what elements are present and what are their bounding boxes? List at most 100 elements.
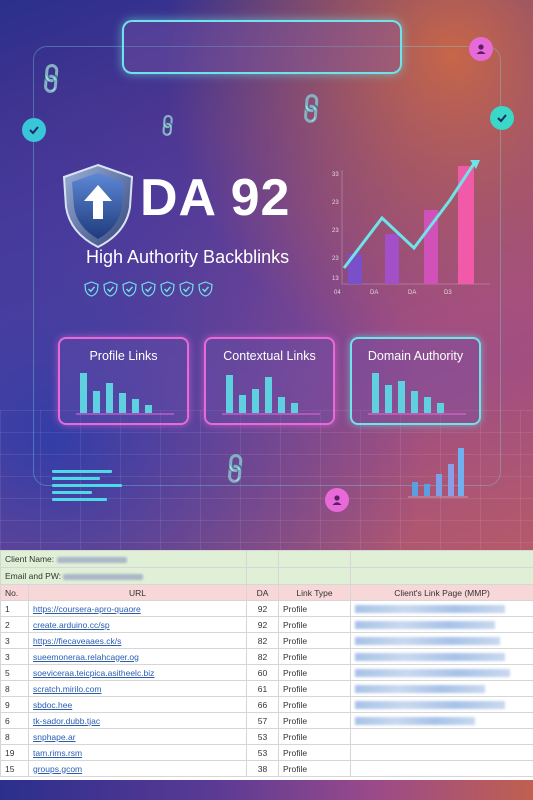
- table-row: 8 scratch.mirilo.com 61 Profile: [0, 680, 533, 697]
- table-header-row: No. URL DA Link Type Client's Link Page …: [0, 584, 533, 601]
- horizontal-bars-decoration: [52, 470, 122, 505]
- row-url[interactable]: create.arduino.cc/sp: [27, 616, 248, 633]
- card-title: Domain Authority: [367, 349, 464, 363]
- card-profile-links: Profile Links: [58, 337, 189, 425]
- redacted-link: [355, 653, 506, 662]
- row-number: 9: [0, 696, 29, 713]
- row-mmp: [350, 760, 533, 777]
- client-name-row: Client Name:: [0, 550, 533, 568]
- y-tick-label: 13: [332, 276, 339, 282]
- row-url[interactable]: scratch.mirilo.com: [27, 680, 248, 697]
- redacted-value: [63, 573, 144, 580]
- row-link-type: Profile: [278, 664, 352, 681]
- subtitle: High Authority Backblinks: [86, 247, 290, 267]
- y-tick-label: 33: [332, 172, 339, 178]
- redacted-link: [355, 621, 496, 630]
- row-da: 92: [246, 600, 280, 617]
- row-url[interactable]: tk-sador.dubb.tjac: [27, 712, 248, 729]
- top-banner-box: [122, 20, 402, 74]
- arrow-head-icon: [470, 160, 480, 169]
- row-mmp: [350, 600, 533, 617]
- row-mmp: [350, 616, 533, 633]
- redacted-link: [355, 605, 506, 614]
- row-link-type: Profile: [278, 760, 352, 777]
- row-mmp: [350, 664, 533, 681]
- redacted-link: [355, 685, 486, 694]
- table-row: 2 create.arduino.cc/sp 92 Profile: [0, 616, 533, 633]
- row-url[interactable]: soeviceraa.teicpica.asitheelc.biz: [27, 664, 248, 681]
- redacted-link: [355, 717, 476, 726]
- row-link-type: Profile: [278, 632, 352, 649]
- row-number: 3: [0, 648, 29, 665]
- row-mmp: [350, 744, 533, 761]
- col-header-mmp: Client's Link Page (MMP): [350, 584, 533, 601]
- card-bar-chart: [76, 373, 174, 415]
- row-url[interactable]: snphape.ar: [27, 728, 248, 745]
- row-mmp: [350, 696, 533, 713]
- row-url[interactable]: https://fiecaveaaes.ck/s: [27, 632, 248, 649]
- row-da: 82: [246, 648, 280, 665]
- row-da: 60: [246, 664, 280, 681]
- check-circle-icon: [490, 106, 514, 130]
- hero-banner: 🔗 🔗 🔗 🔗 DA 92 High Authority Backblinks …: [0, 0, 533, 550]
- x-tick-label: DA: [370, 290, 378, 296]
- row-url[interactable]: sbdoc.hee: [27, 696, 248, 713]
- row-number: 1: [0, 600, 29, 617]
- row-url[interactable]: https://coursera-apro-quaore: [27, 600, 248, 617]
- card-contextual-links: Contextual Links: [204, 337, 335, 425]
- row-url[interactable]: sueemoneraa.relahcager.og: [27, 648, 248, 665]
- col-header-no: No.: [0, 584, 29, 601]
- row-link-type: Profile: [278, 648, 352, 665]
- check-circle-icon: [22, 118, 46, 142]
- x-tick-label: DA: [408, 290, 416, 296]
- mini-bar-chart: [408, 448, 468, 498]
- row-link-type: Profile: [278, 696, 352, 713]
- row-number: 3: [0, 632, 29, 649]
- y-tick-label: 23: [332, 228, 339, 234]
- redacted-link: [355, 701, 506, 710]
- row-da: 57: [246, 712, 280, 729]
- row-url[interactable]: groups.gcom: [27, 760, 248, 777]
- y-tick-label: 23: [332, 200, 339, 206]
- row-url[interactable]: tam.rims.rsm: [27, 744, 248, 761]
- row-number: 15: [0, 760, 29, 777]
- row-link-type: Profile: [278, 680, 352, 697]
- table-row: 6 tk-sador.dubb.tjac 57 Profile: [0, 712, 533, 729]
- table-row: 9 sbdoc.hee 66 Profile: [0, 696, 533, 713]
- row-mmp: [350, 728, 533, 745]
- col-header-url: URL: [27, 584, 248, 601]
- check-shield-icon: [179, 281, 194, 297]
- row-da: 82: [246, 632, 280, 649]
- shield-icon: [62, 163, 134, 249]
- table-row: 19 tam.rims.rsm 53 Profile: [0, 744, 533, 761]
- col-header-da: DA: [246, 584, 280, 601]
- row-da: 53: [246, 744, 280, 761]
- table-row: 15 groups.gcom 38 Profile: [0, 760, 533, 777]
- row-link-type: Profile: [278, 616, 352, 633]
- row-da: 53: [246, 728, 280, 745]
- col-header-link-type: Link Type: [278, 584, 352, 601]
- check-shield-icon: [141, 281, 156, 297]
- row-da: 61: [246, 680, 280, 697]
- redacted-link: [355, 637, 501, 646]
- card-bar-chart: [368, 373, 466, 415]
- table-row: 8 snphape.ar 53 Profile: [0, 728, 533, 745]
- row-number: 5: [0, 664, 29, 681]
- card-title: Contextual Links: [223, 349, 316, 363]
- trend-line: [342, 161, 477, 269]
- growth-chart: 33 23 23 23 13 04 DA DA D3: [332, 160, 490, 296]
- chart-bar: [458, 166, 474, 284]
- checkmark-row: [84, 281, 213, 297]
- chart-bar: [385, 234, 399, 284]
- row-link-type: Profile: [278, 728, 352, 745]
- email-row: Email and PW:: [0, 567, 533, 585]
- card-bar-chart: [222, 375, 320, 415]
- user-avatar-icon: [325, 488, 349, 512]
- email-label: Email and PW:: [5, 571, 62, 581]
- page-title: DA 92: [140, 169, 291, 227]
- chart-bar: [348, 254, 362, 284]
- y-tick-label: 23: [332, 256, 339, 262]
- row-da: 92: [246, 616, 280, 633]
- card-title: Profile Links: [89, 349, 158, 363]
- client-name-label: Client Name:: [5, 554, 55, 564]
